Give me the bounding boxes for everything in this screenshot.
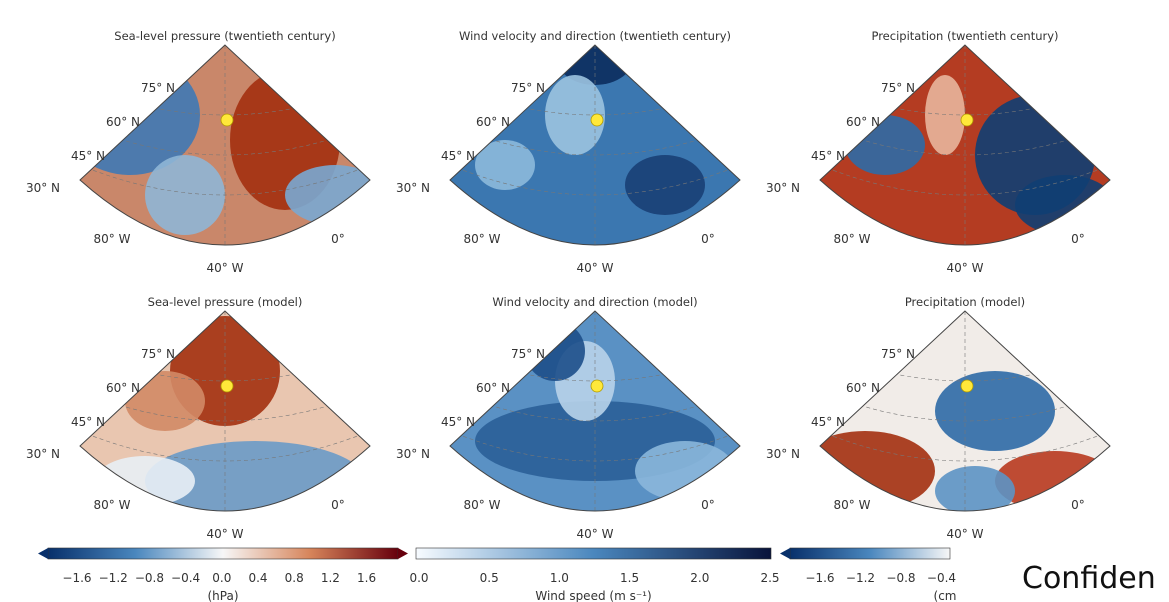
panel-title: Precipitation (model) <box>905 295 1025 309</box>
colorbar-tick-label: −0.8 <box>135 571 164 585</box>
site-marker <box>221 114 233 126</box>
lon-label: 40° W <box>947 261 984 275</box>
colorbar-tick-label: 2.5 <box>760 571 779 585</box>
lat-label: 75° N <box>141 347 175 361</box>
lon-label: 80° W <box>94 498 131 512</box>
lon-label: 0° <box>1071 232 1085 246</box>
map-blob <box>625 155 705 215</box>
lon-label: 0° <box>701 498 715 512</box>
colorbar-tick-label: −1.2 <box>846 571 875 585</box>
colorbar-tick-label: −1.6 <box>805 571 834 585</box>
colorbar-tick-label: −0.4 <box>171 571 200 585</box>
lat-label: 30° N <box>396 181 430 195</box>
lon-label: 0° <box>331 232 345 246</box>
colorbar-tick-label: −1.6 <box>62 571 91 585</box>
lat-label: 30° N <box>26 181 60 195</box>
map-blob <box>935 371 1055 451</box>
colorbar-tick-label: 0.0 <box>212 571 231 585</box>
colorbar-scale <box>48 548 398 559</box>
lon-label: 80° W <box>834 232 871 246</box>
lat-label: 60° N <box>476 115 510 129</box>
lat-label: 45° N <box>71 415 105 429</box>
site-marker <box>961 114 973 126</box>
lat-label: 75° N <box>141 81 175 95</box>
lon-label: 80° W <box>464 232 501 246</box>
colorbar-scale <box>790 548 950 559</box>
colorbar-tick-label: −1.2 <box>99 571 128 585</box>
panel-title: Sea-level pressure (twentieth century) <box>114 29 335 43</box>
overlay-text: Confiden <box>1022 561 1156 596</box>
colorbar-tick-label: −0.4 <box>927 571 956 585</box>
lat-label: 45° N <box>441 149 475 163</box>
lon-label: 0° <box>701 232 715 246</box>
colorbar-tick-label: 0.4 <box>248 571 267 585</box>
site-marker <box>221 380 233 392</box>
lat-label: 75° N <box>881 347 915 361</box>
colorbar-tick-label: 1.2 <box>321 571 340 585</box>
lat-label: 60° N <box>846 115 880 129</box>
lon-label: 40° W <box>207 527 244 541</box>
colorbar-tick-label: 1.5 <box>620 571 639 585</box>
site-marker <box>591 380 603 392</box>
site-marker <box>961 380 973 392</box>
colorbar-tick-label: 0.5 <box>480 571 499 585</box>
colorbar-unit: Wind speed (m s⁻¹) <box>535 589 651 602</box>
colorbar-tick-label: 0.8 <box>285 571 304 585</box>
panel-title: Precipitation (twentieth century) <box>871 29 1058 43</box>
lon-label: 40° W <box>207 261 244 275</box>
lat-label: 60° N <box>106 381 140 395</box>
colorbar-tick-label: 0.0 <box>409 571 428 585</box>
colorbar-tick-label: 2.0 <box>690 571 709 585</box>
lon-label: 80° W <box>94 232 131 246</box>
lon-label: 0° <box>1071 498 1085 512</box>
colorbar-unit: (hPa) <box>207 589 238 602</box>
lat-label: 45° N <box>811 149 845 163</box>
panel-title: Wind velocity and direction (model) <box>492 295 697 309</box>
lon-label: 80° W <box>464 498 501 512</box>
lat-label: 45° N <box>811 415 845 429</box>
colorbar-tick-label: 1.0 <box>550 571 569 585</box>
lon-label: 0° <box>331 498 345 512</box>
colorbar-tick-label: −0.8 <box>886 571 915 585</box>
lon-label: 40° W <box>947 527 984 541</box>
lat-label: 75° N <box>511 81 545 95</box>
lat-label: 75° N <box>881 81 915 95</box>
colorbar-tick-label: 1.6 <box>357 571 376 585</box>
lat-label: 75° N <box>511 347 545 361</box>
lon-label: 80° W <box>834 498 871 512</box>
lat-label: 30° N <box>766 447 800 461</box>
figure: Sea-level pressure (twentieth century) 75… <box>0 0 1169 602</box>
colorbar-scale <box>416 548 771 559</box>
lon-label: 40° W <box>577 261 614 275</box>
lat-label: 60° N <box>476 381 510 395</box>
lat-label: 45° N <box>441 415 475 429</box>
lat-label: 60° N <box>846 381 880 395</box>
colorbar-unit: (cm <box>934 589 957 602</box>
lat-label: 30° N <box>26 447 60 461</box>
lat-label: 30° N <box>396 447 430 461</box>
panel-title: Wind velocity and direction (twentieth c… <box>459 29 731 43</box>
lon-label: 40° W <box>577 527 614 541</box>
lat-label: 60° N <box>106 115 140 129</box>
lat-label: 30° N <box>766 181 800 195</box>
site-marker <box>591 114 603 126</box>
lat-label: 45° N <box>71 149 105 163</box>
panel-title: Sea-level pressure (model) <box>148 295 303 309</box>
